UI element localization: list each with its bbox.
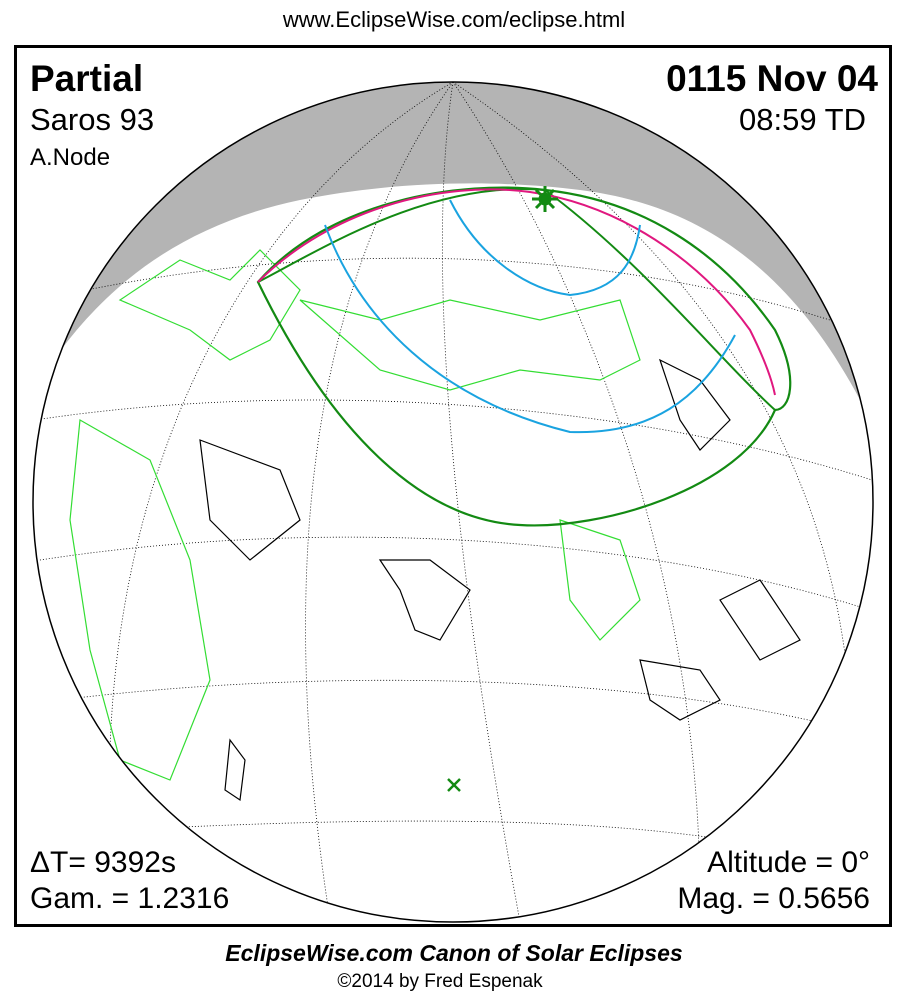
star-icon xyxy=(532,186,558,212)
globe-outline xyxy=(32,81,874,923)
url-header: www.EclipseWise.com/eclipse.html xyxy=(282,7,626,32)
x-marker-icon xyxy=(447,778,461,792)
eclipse-time: 08:59 TD xyxy=(739,102,866,137)
magnitude: Mag. = 0.5656 xyxy=(677,882,870,915)
globe xyxy=(33,82,873,922)
node: A.Node xyxy=(30,144,111,171)
delta-t: ΔT= 9392s xyxy=(30,846,176,879)
copyright: ©2014 by Fred Espenak xyxy=(337,971,543,992)
eclipse-date: 0115 Nov 04 xyxy=(666,58,878,99)
gamma: Gam. = 1.2316 xyxy=(30,882,230,915)
night-region xyxy=(33,82,873,430)
saros-number: Saros 93 xyxy=(30,102,155,137)
altitude: Altitude = 0° xyxy=(707,846,870,879)
magnitude-curves xyxy=(324,199,736,434)
eclipse-type: Partial xyxy=(30,58,144,99)
eclipse-limit-ellipse xyxy=(256,186,792,527)
maximum-eclipse-line xyxy=(257,188,776,396)
terminator-white-band xyxy=(33,188,873,443)
canon-title: EclipseWise.com Canon of Solar Eclipses xyxy=(225,940,683,966)
coastlines-and-borders xyxy=(69,249,801,802)
map-frame xyxy=(14,45,892,927)
graticule xyxy=(34,82,873,922)
